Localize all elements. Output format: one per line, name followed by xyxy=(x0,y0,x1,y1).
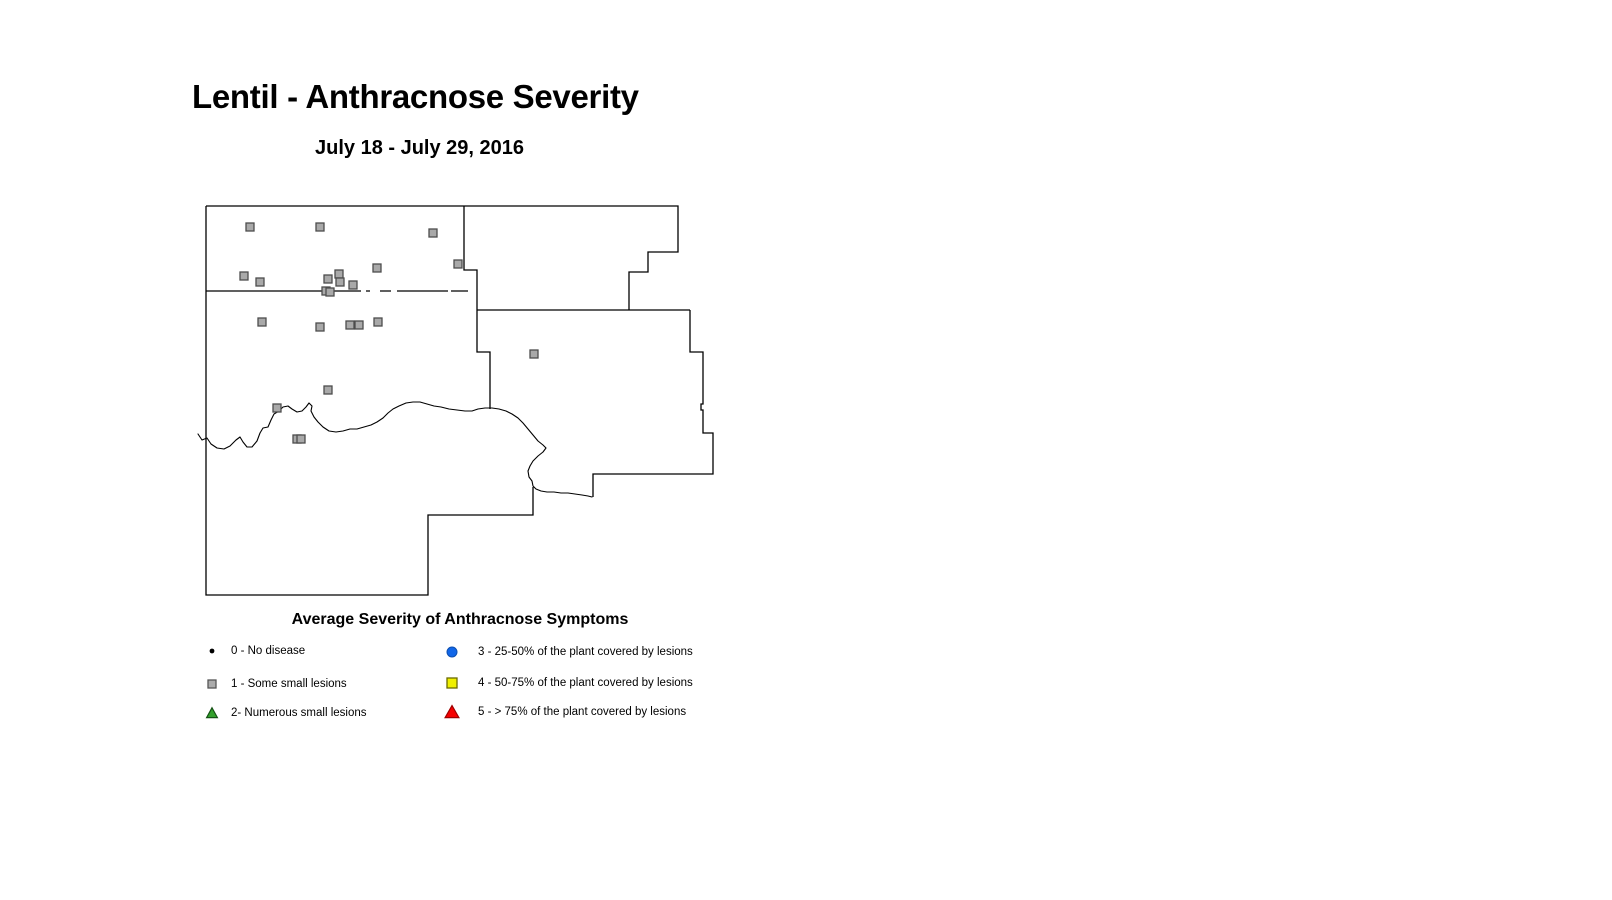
severity-1-marker xyxy=(272,403,282,413)
black-dot-icon xyxy=(209,648,215,654)
legend-label: 1 - Some small lesions xyxy=(231,677,347,690)
legend-symbol-blue-circle xyxy=(446,646,458,658)
legend-label: 3 - 25-50% of the plant covered by lesio… xyxy=(478,645,693,658)
river-line xyxy=(197,401,593,498)
legend-label: 2- Numerous small lesions xyxy=(231,706,367,719)
date-range-subtitle: July 18 - July 29, 2016 xyxy=(315,137,525,159)
legend-label: 4 - 50-75% of the plant covered by lesio… xyxy=(478,676,693,689)
page-title: Lentil - Anthracnose Severity xyxy=(192,78,639,115)
severity-1-marker xyxy=(323,385,333,395)
yellow-square-icon xyxy=(446,677,458,689)
gray-square-icon xyxy=(207,679,217,689)
district-boundary-line xyxy=(592,310,714,497)
legend-title: Average Severity of Anthracnose Symptoms xyxy=(291,611,629,628)
legend-symbol-red-triangle xyxy=(444,704,460,719)
legend-label: 0 - No disease xyxy=(231,644,306,657)
severity-1-marker xyxy=(239,271,249,281)
severity-1-marker xyxy=(348,280,358,290)
severity-1-marker xyxy=(296,434,306,444)
legend-symbol-gray-square xyxy=(207,679,217,689)
legend-symbol-green-triangle xyxy=(205,706,219,719)
legend-symbol-yellow-square xyxy=(446,677,458,689)
green-triangle-icon xyxy=(205,706,219,719)
severity-1-marker xyxy=(315,322,325,332)
severity-1-marker xyxy=(245,222,255,232)
severity-1-marker xyxy=(255,277,265,287)
blue-circle-icon xyxy=(446,646,458,658)
severity-1-marker xyxy=(257,317,267,327)
severity-1-marker xyxy=(325,287,335,297)
district-boundary-line xyxy=(205,206,534,596)
severity-1-marker xyxy=(453,259,463,269)
red-triangle-icon xyxy=(444,704,460,719)
severity-1-marker xyxy=(373,317,383,327)
severity-1-marker xyxy=(323,274,333,284)
severity-1-marker xyxy=(315,222,325,232)
severity-1-marker xyxy=(372,263,382,273)
severity-1-marker xyxy=(428,228,438,238)
district-boundary-line xyxy=(463,206,478,310)
severity-1-marker xyxy=(345,320,355,330)
severity-1-marker xyxy=(334,269,344,279)
severity-1-marker xyxy=(354,320,364,330)
legend-label: 5 - > 75% of the plant covered by lesion… xyxy=(478,705,687,718)
district-boundary-line xyxy=(206,205,679,310)
severity-1-marker xyxy=(335,277,345,287)
legend-symbol-black-dot xyxy=(209,648,215,654)
severity-1-marker xyxy=(529,349,539,359)
district-boundary-line xyxy=(476,310,491,409)
